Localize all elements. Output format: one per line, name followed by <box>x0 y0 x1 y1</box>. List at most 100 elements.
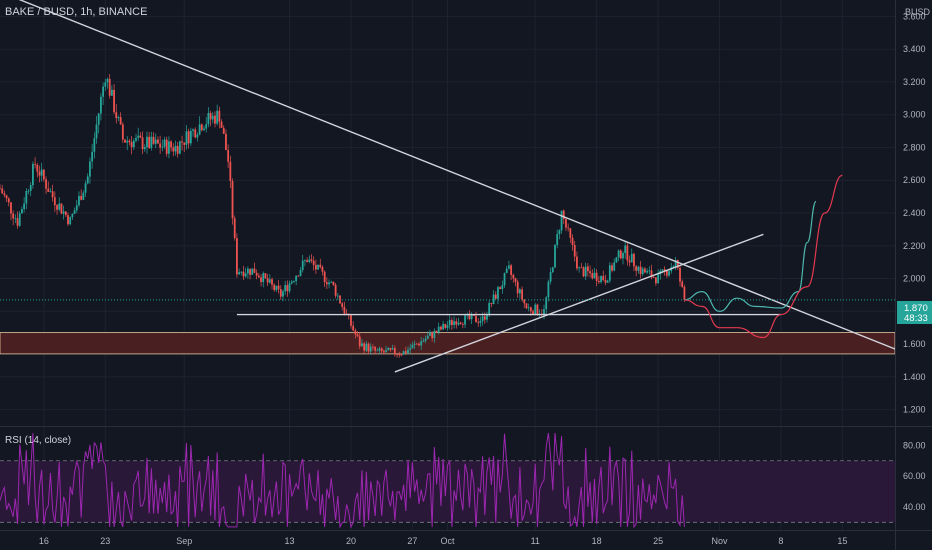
candle-body <box>308 259 311 263</box>
candle-body <box>328 282 330 285</box>
candle-body <box>82 192 85 200</box>
candle-body <box>222 127 225 134</box>
candle-body <box>591 273 594 279</box>
candle-body <box>225 133 227 151</box>
candle-body <box>67 215 69 225</box>
candle-body <box>343 306 346 314</box>
candle-body <box>547 281 550 298</box>
rsi-tick-label: 60.00 <box>903 471 926 481</box>
current-price-tag[interactable] <box>897 301 932 324</box>
candle-body <box>189 130 192 144</box>
candle-body <box>64 211 67 216</box>
candle-body <box>396 354 398 355</box>
candle-body <box>661 269 664 271</box>
candle-body <box>578 267 581 269</box>
candle-body <box>400 354 403 356</box>
candle-body <box>62 211 65 214</box>
candle-body <box>433 330 436 339</box>
candle-body <box>161 146 164 148</box>
candle-body <box>341 303 344 307</box>
price-tick-label: 3.400 <box>903 44 926 54</box>
candle-body <box>415 343 418 345</box>
candle-body <box>268 279 271 283</box>
candle-body <box>157 139 159 144</box>
candle-body <box>198 124 201 135</box>
candle-body <box>244 273 247 277</box>
candle-body <box>523 299 526 304</box>
candle-body <box>529 307 532 312</box>
candle-body <box>34 163 36 165</box>
candle-body <box>387 347 390 351</box>
price-tick-label: 3.000 <box>903 110 926 120</box>
candle-body <box>240 271 243 273</box>
candle-body <box>165 139 168 154</box>
candle-body <box>284 285 287 292</box>
candle-body <box>363 343 366 351</box>
candle-body <box>630 253 633 263</box>
candle-body <box>49 191 52 193</box>
candle-body <box>657 274 659 284</box>
trendline <box>18 0 896 350</box>
candle-body <box>163 139 166 147</box>
candle-body <box>354 330 357 335</box>
candle-body <box>558 230 561 235</box>
rsi-tick-label: 80.00 <box>903 440 926 450</box>
candle-body <box>446 325 449 328</box>
candle-body <box>481 316 484 322</box>
candle-body <box>89 161 91 177</box>
candle-body <box>117 117 120 119</box>
candle-body <box>635 266 638 271</box>
candle-body <box>174 146 177 152</box>
candle-body <box>652 277 655 278</box>
candle-body <box>525 303 528 309</box>
candle-body <box>216 110 219 124</box>
candle-body <box>71 213 74 218</box>
candle-body <box>589 271 591 274</box>
candle-body <box>40 169 43 176</box>
candle-body <box>253 268 256 273</box>
candle-body <box>483 316 486 320</box>
candle-body <box>450 320 453 325</box>
symbol-title[interactable]: BAKE / BUSD, 1h, BINANCE <box>5 6 147 18</box>
candle-body <box>380 348 383 352</box>
time-tick-label: 13 <box>285 536 295 546</box>
candle-body <box>299 269 302 277</box>
candle-body <box>418 343 420 346</box>
candle-body <box>641 268 644 275</box>
candle-body <box>187 131 190 144</box>
candle-body <box>104 82 107 87</box>
candle-body <box>622 253 624 259</box>
candle-body <box>532 311 534 315</box>
candle-body <box>38 171 41 176</box>
candle-body <box>595 272 598 281</box>
candle-body <box>242 271 245 277</box>
candle-body <box>12 213 15 219</box>
candle-body <box>29 185 32 191</box>
candle-body <box>608 265 611 281</box>
candle-body <box>554 244 556 268</box>
candle-body <box>615 257 618 263</box>
candle-body <box>464 315 466 325</box>
rsi-label[interactable]: RSI (14, close) <box>5 435 71 446</box>
candle-body <box>521 289 523 300</box>
candle-body <box>431 332 434 339</box>
candle-body <box>110 89 113 96</box>
candle-body <box>277 285 280 290</box>
candle-body <box>321 267 324 272</box>
candle-body <box>374 346 377 351</box>
candle-body <box>203 128 205 131</box>
candle-body <box>152 136 155 144</box>
candle-body <box>286 285 289 292</box>
candle-body <box>97 113 100 125</box>
candle-body <box>211 115 214 120</box>
candle-body <box>580 267 583 269</box>
rsi-tick-label: 40.00 <box>903 502 926 512</box>
candle-body <box>148 136 151 148</box>
candle-body <box>301 260 304 270</box>
price-tick-label: 2.000 <box>903 274 926 284</box>
candle-body <box>238 272 241 275</box>
candle-body <box>176 146 179 154</box>
candle-body <box>413 343 416 345</box>
